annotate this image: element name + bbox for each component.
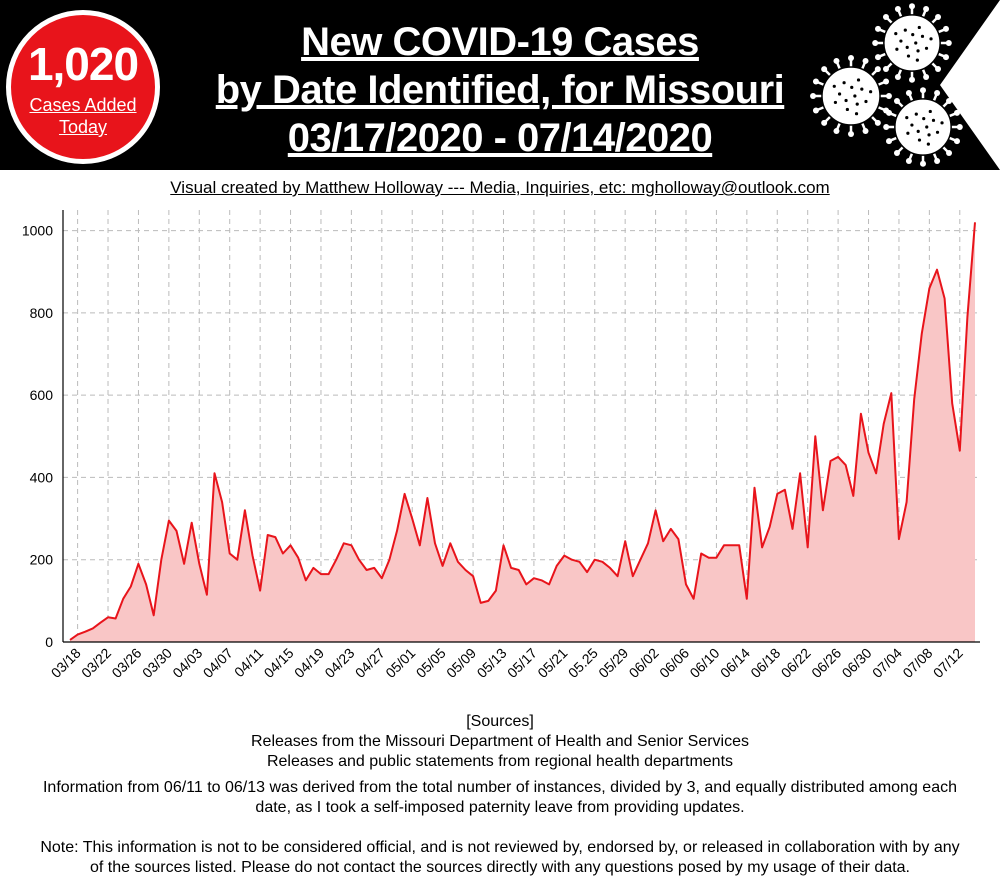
cases-line [69, 222, 976, 641]
x-tick-label: 05/09 [443, 645, 479, 681]
x-tick-label: 06/30 [839, 645, 875, 681]
badge-label-line2: Today [58, 117, 108, 137]
y-tick-label: 200 [30, 552, 54, 568]
x-tick-label: 07/04 [869, 645, 905, 681]
x-tick-label: 06/02 [626, 645, 662, 681]
badge-number: 1,020 [27, 38, 139, 90]
title-line-3: 03/17/2020 - 07/14/2020 [287, 116, 713, 160]
x-tick-label: 06/22 [778, 645, 814, 681]
x-tick-label: 03/26 [108, 645, 144, 681]
x-tick-label: 05/21 [534, 645, 570, 681]
sources-line-1: Releases from the Missouri Department of… [251, 733, 749, 750]
y-tick-label: 800 [30, 305, 54, 321]
x-tick-label: 03/30 [139, 645, 175, 681]
x-tick-label: 06/26 [808, 645, 844, 681]
x-tick-label: 06/10 [686, 645, 722, 681]
x-tick-label: 04/19 [291, 645, 327, 681]
y-tick-labels: 0 200 400 600 800 1000 [22, 223, 53, 650]
disclaimer-note: Note: This information is not to be cons… [40, 839, 960, 876]
title-line-1: New COVID-19 Cases [301, 20, 699, 64]
virus-icon [810, 55, 892, 137]
sources-heading: [Sources] [466, 713, 534, 730]
x-tick-label: 04/11 [231, 645, 267, 681]
x-tick-label: 04/03 [169, 645, 205, 681]
x-tick-label: 06/06 [656, 645, 692, 681]
info-note: Information from 06/11 to 06/13 was deri… [42, 779, 957, 816]
x-tick-label: 05/29 [595, 645, 631, 681]
x-tick-label: 05/17 [504, 645, 540, 681]
x-tick-labels: 03/1803/2203/2603/3004/0304/0704/1104/15… [48, 645, 966, 681]
badge-label-line1: Cases Added [29, 95, 137, 115]
page-title: New COVID-19 Cases by Date Identified, f… [200, 18, 800, 162]
sources-block: [Sources] Releases from the Missouri Dep… [40, 712, 960, 772]
cases-area-fill [70, 222, 975, 643]
x-tick-label: 06/18 [747, 645, 783, 681]
cases-added-badge: 1,020 Cases Added Today [6, 10, 160, 164]
x-tick-label: 05.25 [565, 645, 601, 681]
banner-arrow-icon [0, 0, 1000, 170]
x-tick-label: 07/08 [899, 645, 935, 681]
virus-icon [872, 3, 952, 83]
y-tick-label: 400 [30, 469, 54, 485]
x-tick-label: 04/27 [352, 645, 388, 681]
virus-icon [883, 87, 963, 167]
x-tick-label: 07/12 [930, 645, 966, 681]
x-tick-label: 05/05 [413, 645, 449, 681]
title-line-2: by Date Identified, for Missouri [215, 68, 785, 112]
x-tick-label: 05/01 [382, 645, 418, 681]
title-banner [0, 0, 1000, 170]
x-tick-label: 05/13 [474, 645, 510, 681]
y-tick-label: 1000 [22, 223, 53, 239]
sources-line-2: Releases and public statements from regi… [266, 753, 734, 770]
x-tick-label: 04/15 [261, 645, 297, 681]
credit-line: Visual created by Matthew Holloway --- M… [170, 178, 830, 197]
x-tick-label: 03/18 [48, 645, 84, 681]
y-tick-label: 0 [45, 634, 53, 650]
x-tick-label: 03/22 [78, 645, 114, 681]
x-tick-label: 04/23 [321, 645, 357, 681]
x-tick-label: 06/14 [717, 645, 753, 681]
x-tick-label: 04/07 [200, 645, 236, 681]
y-tick-label: 600 [30, 387, 54, 403]
